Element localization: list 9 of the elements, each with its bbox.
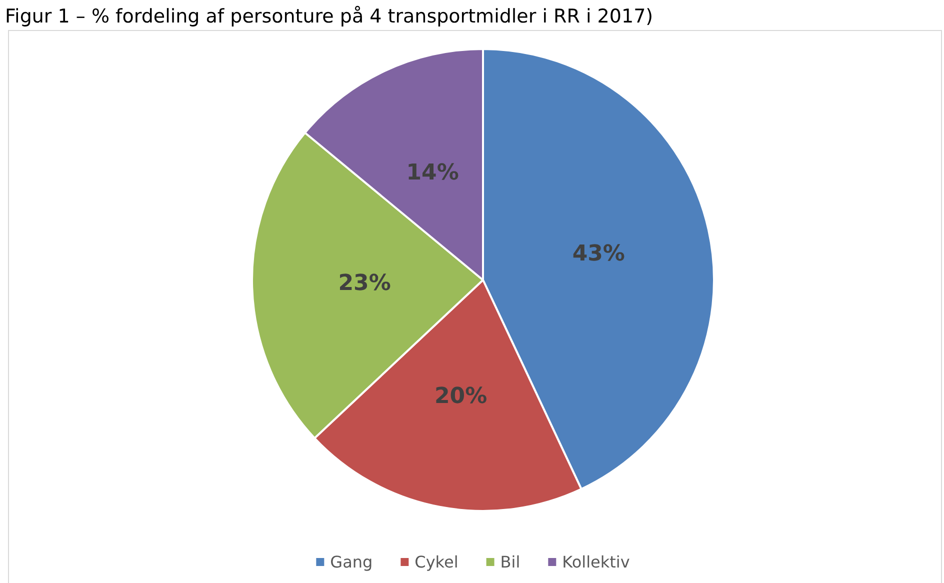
chart-title: Figur 1 – % fordeling af personture på 4 transportmidler i RR i 2017) [5,6,654,28]
legend-label: Gang [330,552,373,572]
legend-label: Kollektiv [562,552,630,572]
legend-label: Cykel [414,552,458,572]
legend-label: Bil [500,552,520,572]
data-label: 43% [572,242,625,267]
data-label: 20% [434,384,488,409]
data-label: 23% [338,271,391,296]
data-label: 14% [406,160,459,186]
